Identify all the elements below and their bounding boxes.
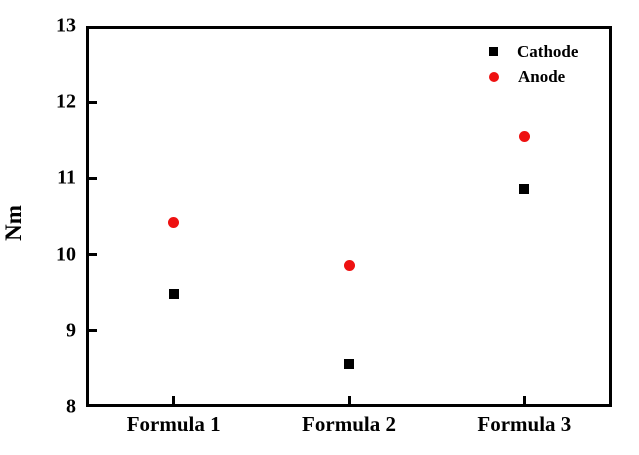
y-axis-tick	[89, 176, 97, 180]
x-axis-tick-label: Formula 2	[302, 412, 396, 436]
x-axis-tick	[522, 396, 526, 404]
y-axis-tick	[89, 100, 97, 104]
circle-marker-icon	[489, 71, 499, 82]
y-axis-tick-label: 13	[56, 14, 76, 37]
x-axis-tick	[172, 396, 176, 404]
cathode-data-point	[168, 289, 179, 300]
anode-data-point	[343, 259, 355, 271]
y-axis-tick	[89, 253, 97, 257]
anode-data-point	[518, 130, 530, 142]
y-axis-tick-label: 9	[66, 319, 76, 342]
x-axis-tick-label: Formula 1	[126, 412, 221, 436]
cathode-data-point	[344, 358, 354, 369]
square-marker-icon	[489, 47, 498, 56]
x-axis-tick-label: Formula 3	[477, 412, 572, 436]
y-axis-title: Nm	[1, 205, 26, 241]
legend: Cathode Anode	[483, 39, 578, 89]
anode-data-point	[168, 217, 180, 229]
plot-area: Cathode Anode	[86, 26, 612, 407]
y-axis-tick-label: 8	[66, 395, 76, 418]
cathode-data-point	[519, 184, 530, 195]
legend-label-anode: Anode	[518, 67, 566, 86]
y-axis-tick-label: 12	[56, 90, 76, 113]
x-axis-tick	[347, 396, 351, 404]
legend-item-anode: Anode	[483, 64, 578, 89]
y-axis-tick-label: 10	[56, 243, 76, 266]
y-axis-tick-label: 11	[57, 166, 76, 189]
legend-label-cathode: Cathode	[517, 42, 579, 61]
y-axis-tick	[89, 329, 97, 333]
legend-item-cathode: Cathode	[483, 39, 578, 64]
